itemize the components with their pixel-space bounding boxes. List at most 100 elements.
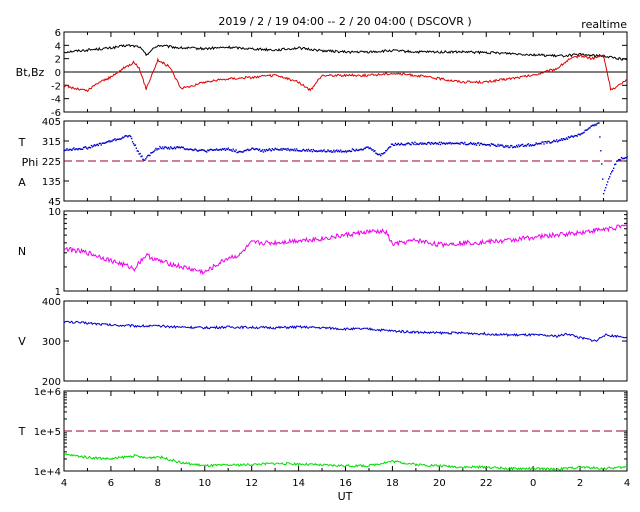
- data-point: [620, 156, 623, 159]
- data-point: [571, 135, 574, 138]
- data-point: [190, 148, 192, 151]
- data-point: [562, 137, 565, 140]
- data-point: [576, 135, 578, 137]
- data-point: [476, 142, 479, 144]
- data-point: [404, 144, 406, 146]
- x-tick-label: 8: [155, 478, 161, 489]
- data-point: [154, 149, 156, 151]
- data-point: [373, 150, 375, 153]
- data-point: [547, 140, 549, 143]
- data-point: [210, 148, 212, 151]
- data-point: [442, 142, 445, 144]
- data-point: [265, 148, 268, 151]
- data-point: [392, 144, 395, 147]
- data-point: [592, 124, 594, 126]
- data-point: [160, 147, 162, 149]
- data-point: [612, 167, 615, 169]
- data-point: [332, 151, 334, 153]
- data-point: [401, 143, 403, 146]
- data-point: [616, 160, 618, 162]
- data-point: [343, 151, 346, 153]
- data-point: [411, 141, 413, 144]
- data-point: [254, 148, 257, 150]
- data-point: [341, 150, 344, 153]
- data-point: [87, 146, 90, 149]
- data-point: [85, 147, 88, 149]
- data-point: [430, 141, 433, 144]
- data-point: [599, 136, 601, 138]
- data-point: [447, 142, 449, 144]
- data-point: [164, 146, 166, 148]
- data-point: [403, 143, 405, 146]
- plot-title: 2019 / 2 / 19 04:00 -- 2 / 20 04:00 ( DS…: [218, 15, 471, 28]
- data-point: [199, 149, 201, 151]
- data-point: [305, 149, 308, 151]
- data-point: [201, 148, 203, 151]
- data-point: [446, 143, 448, 145]
- data-point: [329, 150, 331, 153]
- data-point: [481, 143, 484, 146]
- data-point: [508, 146, 510, 149]
- data-point: [585, 129, 587, 131]
- speed-panel: 400 300 200 V: [18, 297, 628, 388]
- data-point: [618, 158, 621, 161]
- data-point: [537, 142, 539, 145]
- data-point: [353, 149, 356, 152]
- data-point: [99, 142, 101, 145]
- data-point: [130, 135, 132, 138]
- data-point: [378, 153, 380, 156]
- x-tick-label: 4: [624, 478, 630, 489]
- data-point: [514, 146, 517, 148]
- data-point: [382, 153, 384, 155]
- data-point: [517, 144, 520, 146]
- data-point: [493, 144, 495, 147]
- data-point: [395, 144, 398, 146]
- data-point: [606, 181, 609, 183]
- data-point: [259, 150, 262, 152]
- data-point: [545, 141, 547, 143]
- y-tick-label: 1e+6: [34, 387, 61, 398]
- data-point: [436, 142, 439, 145]
- data-point: [345, 151, 348, 153]
- x-tick-label: 0: [530, 478, 536, 489]
- data-point: [192, 149, 194, 152]
- data-point: [470, 142, 473, 145]
- data-point: [129, 134, 131, 137]
- data-point: [178, 146, 181, 148]
- data-point: [445, 142, 447, 144]
- data-point: [491, 143, 493, 145]
- data-point: [429, 143, 432, 145]
- data-point: [608, 176, 611, 178]
- data-point: [339, 150, 341, 153]
- data-point: [144, 159, 146, 161]
- y-tick-label: 225: [42, 157, 61, 168]
- field-angle-y-label-phi: Phi: [22, 156, 39, 169]
- data-point: [572, 136, 575, 138]
- data-point: [132, 143, 135, 145]
- speed-y-ticks: 400 300 200: [42, 297, 628, 388]
- y-tick-label: 2: [55, 55, 61, 66]
- data-point: [84, 146, 87, 148]
- data-point: [535, 142, 537, 144]
- data-point: [487, 144, 490, 146]
- data-point: [331, 151, 333, 153]
- data-point: [492, 143, 494, 146]
- data-point: [296, 148, 298, 150]
- data-point: [497, 143, 499, 146]
- data-point: [414, 141, 416, 143]
- data-point: [604, 187, 607, 189]
- data-point: [232, 148, 234, 150]
- data-point: [509, 146, 511, 148]
- data-point: [610, 171, 613, 173]
- data-point: [586, 129, 588, 131]
- data-point: [111, 140, 113, 143]
- data-point: [134, 144, 137, 146]
- density-series: [63, 224, 628, 276]
- data-point: [174, 147, 177, 150]
- data-point: [194, 148, 196, 150]
- data-point: [533, 144, 535, 147]
- data-point: [122, 136, 124, 138]
- data-point: [398, 144, 401, 146]
- data-point: [406, 142, 408, 145]
- data-point: [139, 152, 141, 155]
